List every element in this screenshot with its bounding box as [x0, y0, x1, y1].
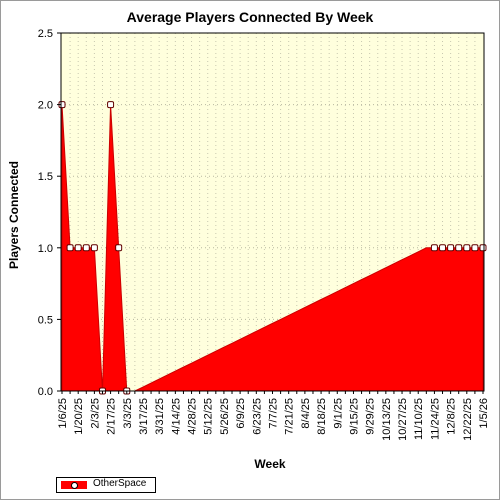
data-point — [115, 244, 123, 252]
data-point — [479, 244, 487, 252]
x-tick-label: 1/5/26 — [478, 398, 490, 429]
x-tick-label: 3/3/25 — [122, 398, 134, 429]
y-axis-ticks: 0.0 0.5 1.0 1.5 2.0 2.5 — [38, 28, 61, 398]
data-point — [74, 244, 82, 252]
x-tick-label: 8/18/25 — [316, 398, 328, 435]
x-tick-label: 9/1/25 — [332, 398, 344, 429]
data-point — [66, 244, 74, 252]
x-tick-label: 9/15/25 — [348, 398, 360, 435]
x-tick-label: 5/12/25 — [203, 398, 215, 435]
legend-marker-icon — [71, 482, 78, 489]
y-tick-label: 1.0 — [38, 243, 53, 255]
x-tick-label: 7/21/25 — [284, 398, 296, 435]
x-tick-label: 4/28/25 — [187, 398, 199, 435]
x-tick-label: 10/27/25 — [397, 398, 409, 441]
legend-label-otherspace: OtherSpace — [93, 478, 147, 489]
data-point — [447, 244, 455, 252]
x-tick-label: 12/22/25 — [462, 398, 474, 441]
data-point — [439, 244, 447, 252]
data-point — [455, 244, 463, 252]
data-point — [90, 244, 98, 252]
x-tick-label: 2/17/25 — [106, 398, 118, 435]
x-tick-label: 12/8/25 — [446, 398, 458, 435]
x-tick-label: 1/20/25 — [73, 398, 85, 435]
y-tick-label: 1.5 — [38, 171, 53, 183]
legend-swatch — [61, 481, 87, 489]
x-tick-label: 10/13/25 — [381, 398, 393, 441]
x-tick-label: 11/24/25 — [429, 398, 441, 440]
x-tick-label: 11/10/25 — [413, 398, 425, 440]
data-point — [471, 244, 479, 252]
x-tick-label: 9/29/25 — [365, 398, 377, 435]
data-point — [82, 244, 90, 252]
chart-title: Average Players Connected By Week — [126, 9, 374, 25]
data-point — [107, 101, 115, 109]
x-tick-label: 2/3/25 — [89, 398, 101, 429]
x-tick-label: 4/14/25 — [170, 398, 182, 435]
x-tick-label: 3/17/25 — [138, 398, 150, 435]
x-tick-label: 8/4/25 — [300, 398, 312, 429]
y-tick-label: 2.0 — [38, 100, 53, 112]
data-point — [463, 244, 471, 252]
legend: OtherSpace — [56, 477, 156, 493]
x-tick-label: 7/7/25 — [268, 398, 280, 429]
x-axis-ticks: 1/6/25 1/20/25 2/3/25 2/17/25 3/3/25 3/17/25 3… — [57, 391, 490, 441]
x-axis-label: Week — [254, 457, 286, 471]
x-tick-label: 6/9/25 — [235, 398, 247, 429]
x-tick-label: 6/23/25 — [251, 398, 263, 435]
y-tick-label: 0.0 — [38, 386, 53, 398]
x-tick-label: 5/26/25 — [219, 398, 231, 435]
y-tick-label: 0.5 — [38, 314, 53, 326]
y-tick-label: 2.5 — [38, 28, 53, 40]
data-point — [430, 244, 438, 252]
x-tick-label: 3/31/25 — [154, 398, 166, 435]
x-tick-label: 1/6/25 — [57, 398, 69, 429]
